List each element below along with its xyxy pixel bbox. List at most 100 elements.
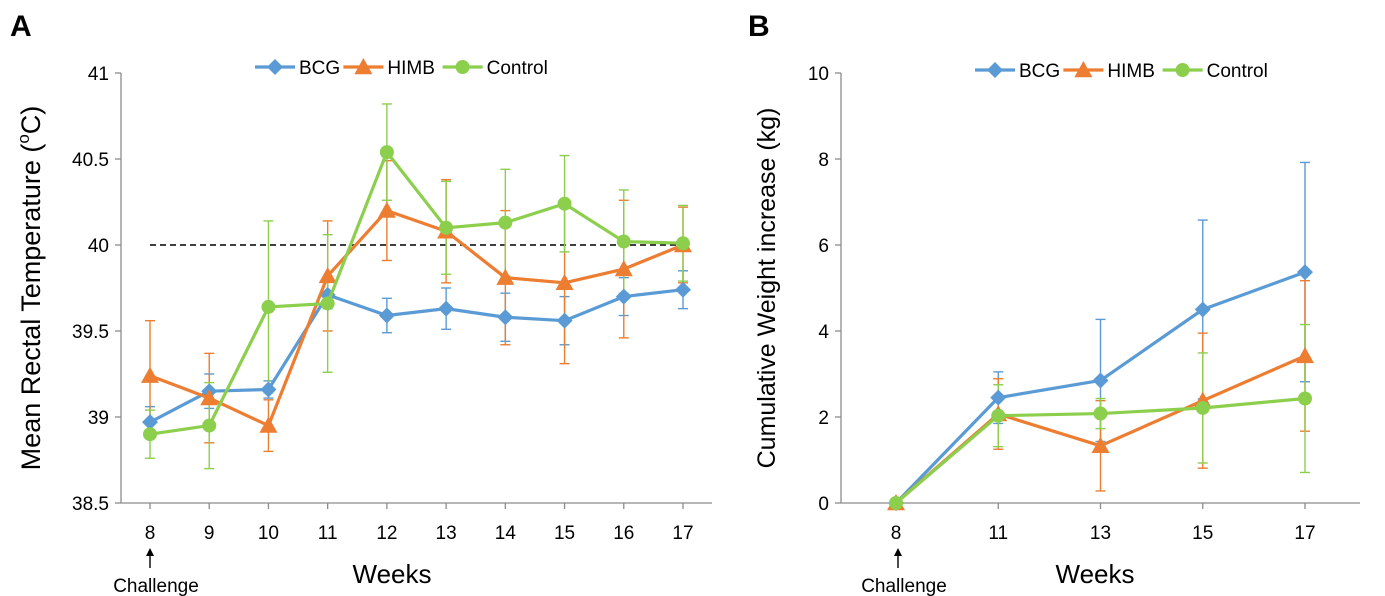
x-tick-label: 10 xyxy=(258,523,279,544)
y-axis-label-end: C) xyxy=(16,106,46,135)
x-tick-label: 11 xyxy=(988,523,1008,544)
data-point-himb xyxy=(200,389,219,406)
y-tick-label: 38.5 xyxy=(72,494,109,515)
data-point-himb xyxy=(1296,346,1314,364)
series-line-bcg xyxy=(149,288,684,424)
challenge-arrow-head xyxy=(146,548,154,556)
data-point-control xyxy=(1195,400,1210,415)
data-point-himb xyxy=(614,260,633,277)
y-tick-label: 8 xyxy=(818,150,829,171)
chart-b: 0 2 4 6 8 10 8 11 13 15 17 BCG HIMB Control Cumulative… xyxy=(753,61,1360,596)
series-line-control xyxy=(149,150,684,436)
y-tick-label: 41 xyxy=(88,64,109,85)
x-tick-label: 12 xyxy=(376,523,397,544)
legend-item-himb: HIMB xyxy=(343,58,435,79)
x-tick-label: 17 xyxy=(1294,523,1315,544)
x-tick-label: 13 xyxy=(436,523,457,544)
legend-marker xyxy=(987,62,1003,78)
y-axis-label: Mean Rectal Temperature (oC) xyxy=(14,106,46,471)
legend-label: HIMB xyxy=(1107,61,1155,82)
data-point-himb xyxy=(496,268,515,285)
series-line-himb xyxy=(149,209,684,428)
data-point-control xyxy=(202,418,217,433)
data-point-control xyxy=(143,427,157,442)
data-point-control xyxy=(616,234,631,249)
y-axis-label-text: Mean Rectal Temperature ( xyxy=(16,144,46,471)
x-tick-label: 17 xyxy=(672,523,693,544)
data-point-bcg xyxy=(615,288,632,305)
x-axis-label: Weeks xyxy=(1056,559,1135,589)
legend-label: BCG xyxy=(1019,61,1060,82)
data-point-control xyxy=(320,296,335,311)
data-point-control xyxy=(889,496,903,510)
data-point-bcg xyxy=(1297,264,1313,281)
data-point-control xyxy=(991,408,1006,423)
data-point-himb xyxy=(318,266,337,284)
x-tick-label: 15 xyxy=(1192,523,1213,544)
legend-label: Control xyxy=(487,58,548,79)
legend-marker xyxy=(354,58,373,75)
data-point-control xyxy=(1298,391,1312,406)
data-point-bcg xyxy=(260,381,277,398)
data-point-bcg xyxy=(142,414,158,431)
y-tick-label: 39 xyxy=(88,408,109,429)
legend-marker xyxy=(267,59,283,75)
challenge-annotation: Challenge xyxy=(113,576,199,596)
legend-item-control: Control xyxy=(442,58,548,79)
data-point-control xyxy=(439,220,454,235)
data-point-control xyxy=(676,236,690,251)
data-point-bcg xyxy=(1092,372,1109,389)
x-tick-label: 8 xyxy=(891,523,902,544)
data-point-bcg xyxy=(378,307,395,324)
panel-a-letter: A xyxy=(10,10,32,43)
data-point-control xyxy=(498,215,513,230)
challenge-annotation: Challenge xyxy=(861,576,947,596)
y-tick-label: 10 xyxy=(808,64,829,85)
chart-a: 38.5 39 39.5 40 40.5 41 8 9 10 11 12 13 14 15 16 17 BCG H… xyxy=(14,58,712,596)
y-tick-label: 2 xyxy=(818,408,829,429)
y-tick-label: 39.5 xyxy=(72,322,109,343)
y-tick-label: 40.5 xyxy=(72,150,109,171)
legend-label: HIMB xyxy=(387,58,435,79)
y-tick-label: 40 xyxy=(88,236,109,257)
legend-item-bcg: BCG xyxy=(255,58,340,79)
data-point-control xyxy=(1093,406,1108,421)
x-tick-label: 13 xyxy=(1090,523,1111,544)
x-tick-label: 15 xyxy=(554,523,575,544)
data-point-bcg xyxy=(1194,301,1211,318)
legend-label: Control xyxy=(1207,61,1268,82)
data-point-bcg xyxy=(556,312,573,329)
data-point-control xyxy=(261,299,276,314)
data-point-bcg xyxy=(497,309,514,326)
challenge-arrow-head xyxy=(894,548,902,556)
x-tick-label: 8 xyxy=(145,523,156,544)
data-point-himb xyxy=(141,366,159,383)
data-point-himb xyxy=(377,201,396,218)
legend-marker xyxy=(455,60,470,74)
data-point-bcg xyxy=(438,300,455,317)
x-axis-label: Weeks xyxy=(353,559,432,589)
data-point-control xyxy=(379,145,394,160)
panel-b-letter: B xyxy=(748,10,770,43)
legend-label: BCG xyxy=(299,58,340,79)
data-point-bcg xyxy=(990,389,1007,406)
data-point-bcg xyxy=(675,281,691,298)
data-point-himb xyxy=(1091,436,1110,454)
data-point-himb xyxy=(555,273,574,291)
x-tick-label: 14 xyxy=(495,523,517,544)
y-tick-label: 4 xyxy=(818,322,829,343)
y-tick-label: 0 xyxy=(818,494,829,515)
y-tick-label: 6 xyxy=(818,236,829,257)
legend-item-himb: HIMB xyxy=(1063,61,1155,82)
data-point-control xyxy=(557,196,572,211)
legend-item-bcg: BCG xyxy=(975,61,1060,82)
legend-item-control: Control xyxy=(1162,61,1268,82)
legend-marker xyxy=(1074,61,1093,78)
y-axis-label-superscript: o xyxy=(14,134,33,143)
x-tick-label: 11 xyxy=(318,523,338,544)
y-axis-label: Cumulative Weight increase (kg) xyxy=(753,108,781,469)
data-point-himb xyxy=(259,416,278,433)
x-tick-label: 16 xyxy=(613,523,634,544)
x-tick-label: 9 xyxy=(204,523,215,544)
